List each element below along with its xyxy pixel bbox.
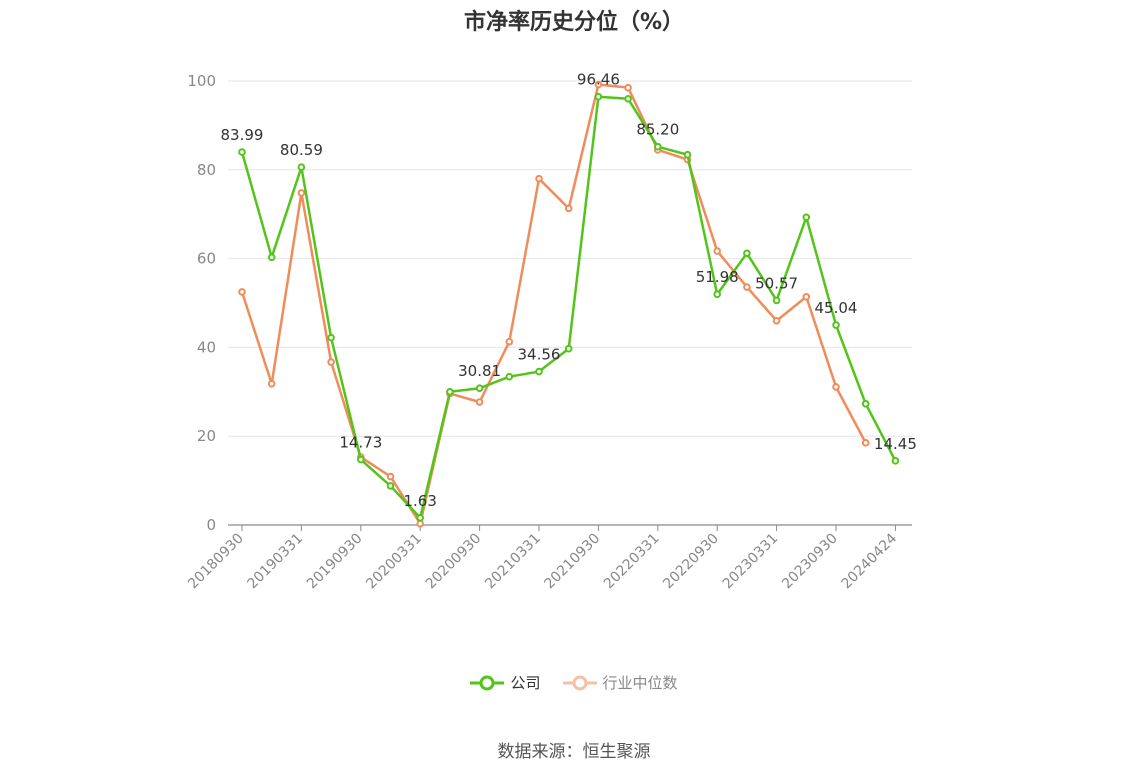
data-point-company xyxy=(564,344,573,353)
data-label: 83.99 xyxy=(221,126,264,144)
data-label: 45.04 xyxy=(815,299,858,317)
y-tick-label: 20 xyxy=(197,427,216,445)
data-point-industry-median xyxy=(327,358,335,366)
x-tick-label: 20210930 xyxy=(542,531,604,593)
chart-title: 市净率历史分位（%） xyxy=(463,10,685,35)
data-point-industry-median xyxy=(505,337,514,346)
data-point-company xyxy=(654,142,662,151)
data-label: 80.59 xyxy=(280,141,323,159)
series-line-industry-median xyxy=(240,83,867,525)
data-point-company xyxy=(535,367,543,376)
data-label: 14.73 xyxy=(339,434,382,452)
line-chart: 0204060801002018093020190331201909302020… xyxy=(185,71,917,593)
series-layer xyxy=(238,80,900,528)
data-label: 51.98 xyxy=(696,268,739,286)
data-point-company xyxy=(386,482,395,490)
series-line-company xyxy=(240,95,897,520)
data-point-industry-median xyxy=(861,439,870,447)
y-tick-label: 60 xyxy=(197,250,216,268)
data-point-industry-median xyxy=(802,292,811,301)
data-point-industry-median xyxy=(416,519,425,528)
data-point-company xyxy=(594,92,603,101)
data-label: 14.45 xyxy=(874,435,917,453)
data-point-company xyxy=(475,384,484,393)
data-point-company xyxy=(624,94,632,103)
legend: 公司 行业中位数 xyxy=(0,672,1148,693)
legend-industry-label: 行业中位数 xyxy=(602,674,678,692)
legend-item-company[interactable]: 公司 xyxy=(470,672,541,693)
grid-layer xyxy=(228,80,912,437)
data-label: 1.63 xyxy=(403,492,436,510)
data-point-company xyxy=(505,372,514,381)
legend-item-industry-median[interactable]: 行业中位数 xyxy=(562,672,678,693)
data-point-company xyxy=(743,249,751,258)
data-label: 30.81 xyxy=(458,362,501,380)
data-point-industry-median xyxy=(624,83,632,92)
data-point-company xyxy=(267,253,276,262)
data-point-company xyxy=(446,388,454,396)
data-point-industry-median xyxy=(297,189,306,197)
data-point-industry-median xyxy=(475,398,484,406)
data-point-industry-median xyxy=(267,380,276,388)
x-tick-label: 20220930 xyxy=(660,531,722,593)
data-point-company xyxy=(357,455,365,464)
data-point-company xyxy=(772,296,781,305)
x-tick-label: 20210331 xyxy=(482,531,544,593)
data-label: 50.57 xyxy=(755,274,798,292)
data-label: 85.20 xyxy=(636,121,679,139)
x-tick-label: 20190930 xyxy=(304,531,366,593)
data-point-company xyxy=(297,163,306,171)
data-point-company xyxy=(891,457,900,465)
data-label-layer: 83.99 80.59 14.73 1.63 30.81 34.56 96.46 85.20 5… xyxy=(221,71,917,510)
data-point-company xyxy=(683,150,692,159)
legend-company-icon xyxy=(470,675,505,690)
data-point-company xyxy=(327,333,335,342)
data-point-industry-median xyxy=(832,383,840,391)
data-point-industry-median xyxy=(386,472,395,481)
data-point-industry-median xyxy=(594,80,603,89)
x-tick-label: 20200930 xyxy=(423,531,485,593)
y-tick-label: 40 xyxy=(197,338,216,356)
data-point-company xyxy=(238,148,246,156)
data-label: 96.46 xyxy=(577,71,620,89)
y-tick-label: 100 xyxy=(187,72,216,90)
x-tick-label: 20230930 xyxy=(779,531,841,593)
x-tick-label: 20240424 xyxy=(839,530,901,592)
x-tick-label: 20220331 xyxy=(601,531,663,593)
data-point-company xyxy=(713,290,722,299)
x-tick-label: 20200331 xyxy=(363,531,425,593)
x-tick-label: 20190331 xyxy=(245,531,307,593)
data-point-company xyxy=(416,513,425,522)
data-source: 数据来源：恒生聚源 xyxy=(497,742,651,762)
data-point-industry-median xyxy=(743,283,751,291)
data-point-industry-median xyxy=(713,247,722,255)
legend-company-label: 公司 xyxy=(510,674,541,692)
data-point-industry-median xyxy=(772,316,781,325)
x-tick-label: 20180930 xyxy=(185,531,247,593)
data-label: 34.56 xyxy=(518,346,561,364)
data-point-industry-median xyxy=(564,204,573,213)
legend-industry-icon xyxy=(562,675,597,690)
y-tick-label: 0 xyxy=(206,516,216,534)
y-tick-label: 80 xyxy=(197,161,216,179)
data-point-company xyxy=(802,213,811,222)
data-point-industry-median xyxy=(238,288,246,296)
data-point-company xyxy=(861,399,870,408)
x-tick-label: 20230331 xyxy=(720,531,782,593)
data-point-industry-median xyxy=(535,174,543,183)
data-point-company xyxy=(832,321,840,329)
